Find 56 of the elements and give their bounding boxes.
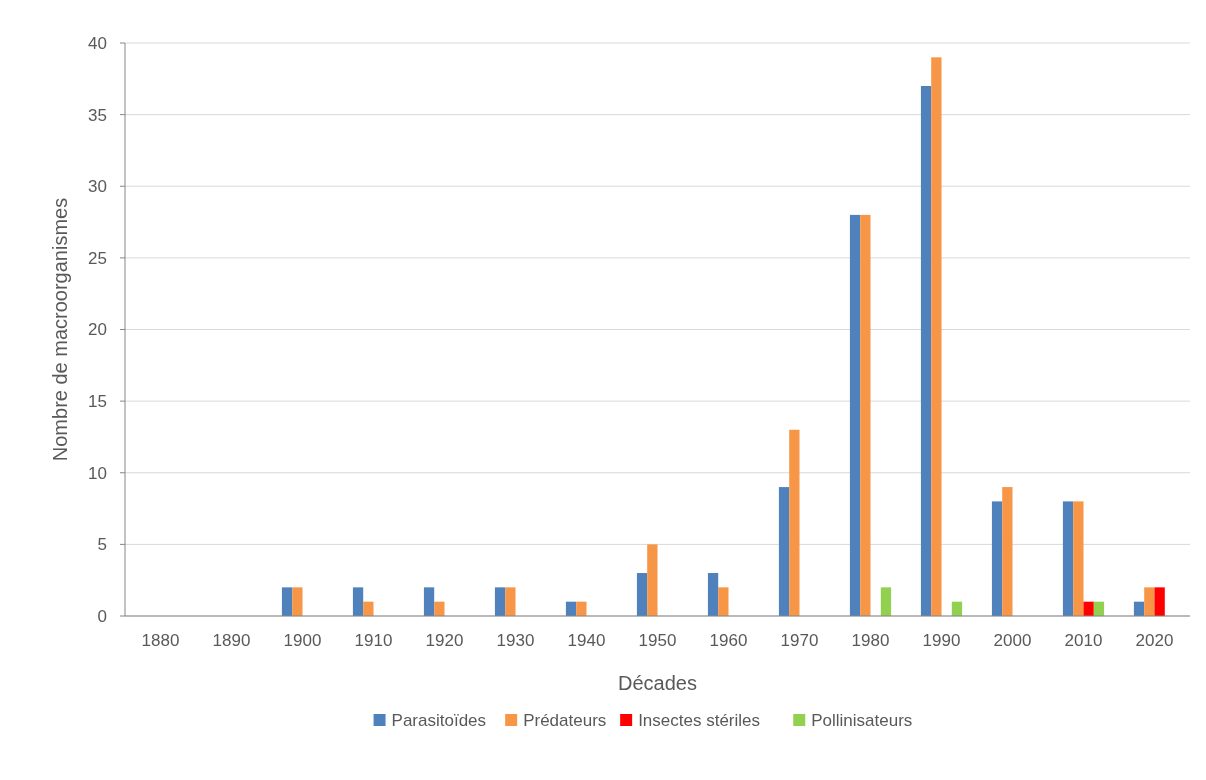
bar (1154, 587, 1165, 616)
bar (849, 214, 861, 616)
bar (363, 601, 374, 616)
x-tick-label: 1950 (638, 631, 677, 650)
x-tick-label: 2020 (1135, 631, 1174, 650)
y-tick-label: 40 (88, 33, 107, 53)
bar (920, 85, 932, 616)
legend-label: Parasitoïdes (391, 710, 487, 730)
x-tick-label: 1940 (567, 631, 606, 650)
bar (576, 601, 587, 616)
y-tick-label: 25 (88, 248, 107, 268)
bar (292, 587, 303, 616)
x-tick-label: 1960 (709, 631, 748, 650)
y-axis-title: Nombre de macroorganismes (49, 197, 71, 462)
x-tick-label: 1930 (496, 631, 535, 650)
bar (636, 573, 648, 616)
y-tick-label: 35 (88, 105, 107, 125)
bar (434, 601, 445, 616)
bar (423, 587, 435, 616)
bar (789, 429, 800, 616)
x-tick-label: 2000 (993, 631, 1032, 650)
x-tick-label: 1980 (851, 631, 890, 650)
legend-label: Prédateurs (523, 710, 607, 730)
bar (494, 587, 506, 616)
bar (647, 544, 658, 616)
bar (707, 573, 719, 616)
bar (778, 487, 790, 616)
x-axis-title: Décades (618, 672, 697, 694)
bar (880, 587, 892, 616)
x-tick-label: 1900 (283, 631, 322, 650)
bar (1073, 501, 1084, 616)
bar (352, 587, 364, 616)
y-tick-label: 30 (88, 177, 107, 197)
bar (1062, 501, 1074, 616)
x-tick-label: 1990 (922, 631, 961, 650)
x-tick-label: 1910 (354, 631, 393, 650)
x-tick-label: 1970 (780, 631, 819, 650)
bar (1002, 487, 1013, 616)
y-tick-label: 10 (88, 463, 107, 483)
legend-label: Insectes stériles (638, 710, 761, 730)
bar (991, 501, 1003, 616)
x-tick-label: 2010 (1064, 631, 1103, 650)
x-tick-label: 1890 (212, 631, 251, 650)
y-tick-label: 5 (97, 535, 107, 555)
y-tick-label: 20 (88, 320, 107, 340)
bar (281, 587, 293, 616)
bar (505, 587, 516, 616)
y-tick-label: 0 (97, 606, 107, 626)
x-tick-label: 1880 (141, 631, 180, 650)
bar (1144, 587, 1155, 616)
bar (931, 57, 942, 616)
bar (860, 214, 871, 616)
y-tick-label: 15 (88, 392, 107, 412)
legend-label: Pollinisateurs (811, 710, 913, 730)
bar (718, 587, 729, 616)
x-tick-label: 1920 (425, 631, 464, 650)
